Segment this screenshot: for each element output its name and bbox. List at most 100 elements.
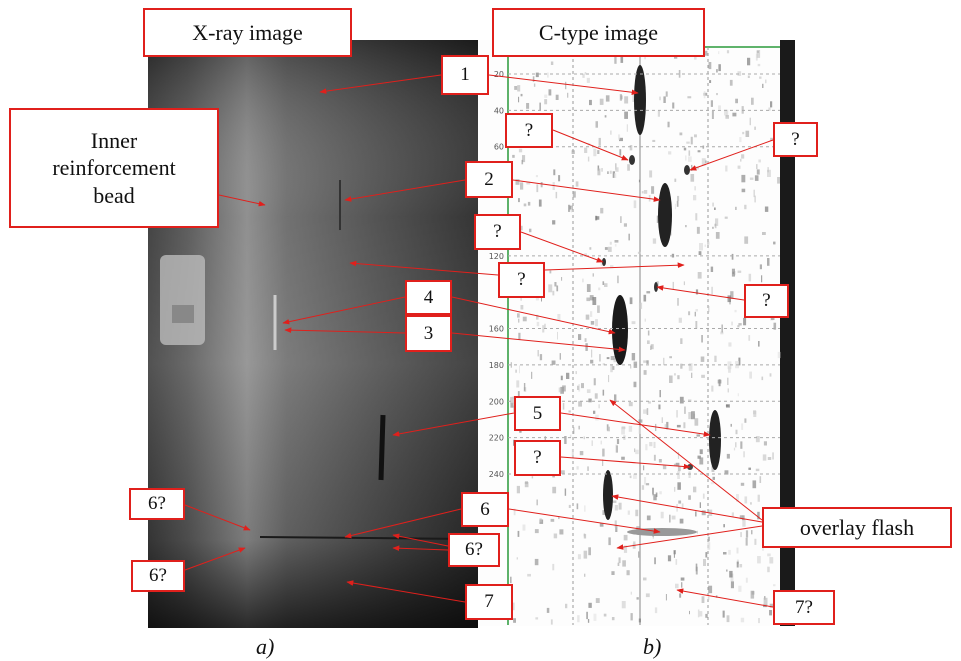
speckle bbox=[615, 520, 617, 527]
speckle bbox=[739, 137, 741, 142]
speckle bbox=[634, 382, 637, 388]
speckle bbox=[544, 99, 547, 104]
speckle bbox=[767, 258, 770, 266]
speckle bbox=[627, 124, 628, 132]
speckle bbox=[634, 200, 637, 208]
speckle bbox=[565, 489, 566, 496]
speckle bbox=[678, 298, 679, 306]
speckle bbox=[588, 603, 591, 608]
speckle bbox=[519, 149, 522, 153]
speckle bbox=[723, 611, 725, 618]
speckle bbox=[615, 244, 617, 247]
speckle bbox=[677, 471, 680, 479]
speckle bbox=[594, 614, 597, 621]
speckle bbox=[735, 310, 737, 312]
speckle bbox=[756, 164, 757, 169]
speckle bbox=[608, 247, 612, 252]
speckle bbox=[607, 171, 608, 174]
speckle bbox=[577, 503, 579, 509]
speckle bbox=[520, 182, 523, 189]
speckle bbox=[758, 64, 761, 66]
speckle bbox=[651, 186, 654, 194]
speckle bbox=[741, 175, 745, 182]
speckle bbox=[595, 393, 598, 398]
speckle bbox=[680, 519, 684, 524]
speckle bbox=[581, 383, 584, 388]
speckle bbox=[767, 554, 771, 557]
speckle bbox=[630, 145, 633, 150]
speckle bbox=[552, 361, 556, 365]
speckle bbox=[516, 380, 519, 387]
speckle bbox=[646, 483, 649, 485]
speckle bbox=[691, 137, 693, 145]
callout: 6 bbox=[461, 492, 509, 527]
speckle bbox=[749, 274, 752, 282]
speckle bbox=[533, 76, 535, 82]
speckle bbox=[658, 111, 660, 117]
speckle bbox=[740, 441, 742, 448]
speckle bbox=[639, 419, 643, 422]
speckle bbox=[758, 495, 760, 502]
speckle bbox=[630, 476, 632, 479]
speckle bbox=[659, 97, 661, 101]
panel-caption: b) bbox=[643, 634, 661, 660]
speckle bbox=[601, 441, 602, 445]
speckle bbox=[566, 373, 569, 379]
speckle bbox=[597, 169, 600, 176]
speckle bbox=[621, 457, 625, 460]
speckle bbox=[654, 442, 656, 448]
speckle bbox=[610, 171, 612, 174]
speckle bbox=[663, 358, 664, 365]
callout: ? bbox=[744, 284, 789, 318]
speckle bbox=[616, 446, 618, 453]
speckle bbox=[726, 405, 729, 407]
speckle bbox=[727, 615, 730, 622]
speckle bbox=[589, 247, 591, 250]
speckle bbox=[683, 422, 685, 428]
speckle bbox=[662, 417, 663, 423]
speckle bbox=[521, 94, 523, 96]
speckle bbox=[704, 91, 706, 98]
speckle bbox=[738, 393, 739, 396]
speckle bbox=[582, 279, 583, 283]
speckle bbox=[622, 560, 626, 566]
speckle bbox=[630, 366, 631, 369]
scale-label: 40 bbox=[494, 106, 504, 115]
speckle bbox=[768, 167, 769, 172]
scale-label: 120 bbox=[489, 252, 504, 261]
speckle bbox=[648, 331, 650, 336]
scale-label: 20 bbox=[494, 70, 504, 79]
speckle bbox=[750, 118, 751, 126]
speckle bbox=[643, 465, 644, 470]
speckle bbox=[620, 94, 622, 101]
speckle bbox=[767, 567, 770, 573]
speckle bbox=[728, 550, 731, 555]
speckle bbox=[676, 559, 678, 565]
speckle bbox=[691, 373, 692, 378]
speckle bbox=[547, 73, 548, 78]
callout: ? bbox=[498, 262, 545, 298]
speckle bbox=[760, 264, 762, 269]
speckle bbox=[528, 202, 530, 206]
speckle bbox=[526, 103, 529, 109]
speckle bbox=[742, 189, 746, 193]
speckle bbox=[702, 596, 705, 603]
speckle bbox=[677, 196, 679, 201]
speckle bbox=[605, 115, 607, 117]
speckle bbox=[576, 181, 579, 186]
speckle bbox=[604, 283, 608, 287]
speckle bbox=[644, 477, 646, 485]
speckle bbox=[565, 82, 566, 89]
speckle bbox=[557, 314, 560, 321]
speckle bbox=[659, 491, 661, 494]
speckle bbox=[769, 610, 772, 615]
speckle bbox=[702, 510, 706, 515]
speckle bbox=[644, 295, 647, 302]
speckle bbox=[591, 321, 594, 325]
speckle bbox=[639, 427, 641, 434]
speckle bbox=[698, 150, 701, 152]
speckle bbox=[727, 50, 729, 53]
speckle bbox=[512, 155, 515, 158]
speckle bbox=[632, 321, 636, 324]
speckle bbox=[524, 383, 525, 391]
